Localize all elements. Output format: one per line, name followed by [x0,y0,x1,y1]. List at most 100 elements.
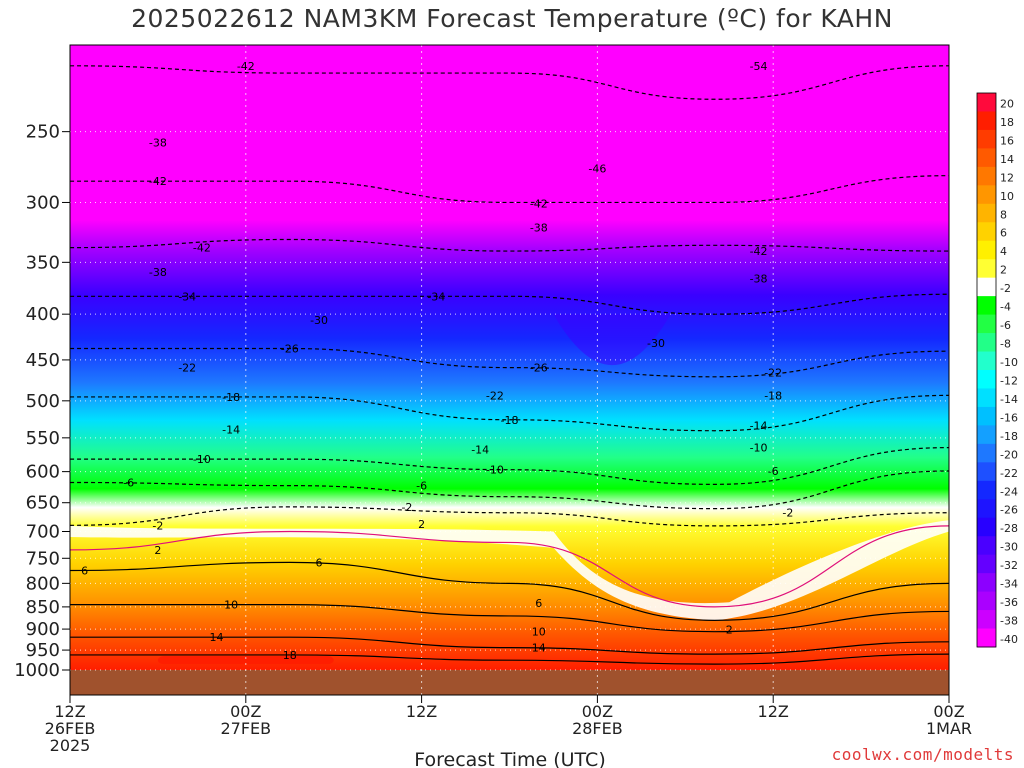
x-tick-label: 1MAR [926,719,972,738]
colorbar-label: -16 [1000,411,1018,424]
contour-line [70,447,949,485]
colorbar-swatch [977,462,996,482]
contour-label: -38 [149,266,167,279]
colorbar-swatch [977,351,996,371]
contour-label: -14 [750,420,768,433]
colorbar-swatch [977,517,996,537]
colorbar-label: -18 [1000,430,1018,443]
colorbar-label: 10 [1000,190,1014,203]
x-tick-label: 00Z [230,702,261,721]
colorbar-swatch [977,185,996,205]
contour-label: 6 [81,565,88,578]
colorbar-label: 16 [1000,134,1014,147]
colorbar-label: -4 [1000,301,1011,314]
contour-label: -14 [471,444,489,457]
colorbar-swatch [977,610,996,630]
y-tick-label: 850 [26,597,60,618]
near-freezing-layer [70,520,949,621]
colorbar-label: -32 [1000,559,1018,572]
colorbar-label: 12 [1000,171,1014,184]
contour-label: -30 [647,337,665,350]
contour-label: -38 [149,136,167,149]
colorbar-swatch [977,129,996,149]
y-tick-label: 450 [26,350,60,371]
colorbar-swatch [977,240,996,260]
contour-label: 2 [154,544,161,557]
contour-label: -18 [764,389,782,402]
contour-label: -26 [530,362,548,375]
colorbar-frame [976,92,997,648]
colorbar-swatch [977,554,996,574]
contour-line [70,525,949,608]
x-tick-label: 26FEB [45,719,96,738]
colorbar-swatch [977,222,996,242]
colorbar: 20 18 16 14 12 10 8 6 4 2 -2 -4 -6 -8 -10 -12 -14 -16 -18 -… [976,92,1018,648]
contour-label: -54 [750,60,768,73]
colorbar-label: -22 [1000,467,1018,480]
colorbar-swatch [977,333,996,353]
colorbar-label: -2 [1000,282,1011,295]
contour-label: 14 [532,642,546,655]
y-tick-label: 650 [26,493,60,514]
colorbar-swatch [977,591,996,611]
contour-label: 18 [283,649,297,662]
temperature-field [70,45,949,670]
colorbar-swatch [977,628,996,648]
contour-label: -6 [768,465,779,478]
y-tick-label: 600 [26,462,60,483]
colorbar-swatch [977,573,996,593]
contour-label: -2 [401,501,412,514]
colorbar-label: -20 [1000,448,1018,461]
colorbar-swatch [977,93,996,112]
y-tick-label: 1000 [14,660,60,681]
colorbar-label: 4 [1000,245,1007,258]
x-tick-label: 28FEB [572,719,623,738]
contour-line [70,65,949,100]
contour-line [70,636,949,655]
colorbar-label: 2 [1000,264,1007,277]
contour-line [70,175,949,204]
contour-label: -10 [193,453,211,466]
x-tick-label: 12Z [54,702,85,721]
contour-label: 2 [418,518,425,531]
contour-line [70,603,949,633]
colorbar-label: -40 [1000,633,1018,646]
contour-label: -26 [281,343,299,356]
ground-layer [70,670,949,695]
colorbar-swatch [977,203,996,223]
contour-line [70,394,949,432]
contour-label: -10 [486,464,504,477]
colorbar-swatch [977,388,996,408]
colorbar-label: -10 [1000,356,1018,369]
colorbar-swatch [977,536,996,556]
colorbar-swatch [977,499,996,519]
axes: 2503003504004505005506006507007508008509… [14,122,972,755]
contour-line [70,653,949,665]
contour-line [70,470,949,510]
colorbar-label: -34 [1000,578,1018,591]
colorbar-label: -30 [1000,541,1018,554]
contour-label: -10 [750,442,768,455]
colorbar-swatch [977,296,996,316]
x-axis-label: Forecast Time (UTC) [414,749,605,768]
colorbar-label: -6 [1000,319,1011,332]
contour-label: 10 [224,599,238,612]
x-tick-label: 2025 [50,736,91,755]
chart-title: 2025022612 NAM3KM Forecast Temperature (… [131,4,893,33]
colorbar-swatch [977,259,996,279]
colorbar-swatch [977,480,996,500]
colorbar-label: -36 [1000,596,1018,609]
contour-label: -14 [222,423,240,436]
x-tick-label: 00Z [582,702,613,721]
contour-label: -18 [222,391,240,404]
colorbar-label: -12 [1000,374,1018,387]
contour-label: -6 [416,480,427,493]
y-tick-label: 500 [26,391,60,412]
y-tick-label: 900 [26,619,60,640]
contour-label: -46 [588,163,606,176]
contour-label: -18 [501,414,519,427]
colorbar-label: -28 [1000,522,1018,535]
x-tick-label: 27FEB [220,719,271,738]
colorbar-label: 20 [1000,97,1014,110]
colorbar-label: -14 [1000,393,1018,406]
